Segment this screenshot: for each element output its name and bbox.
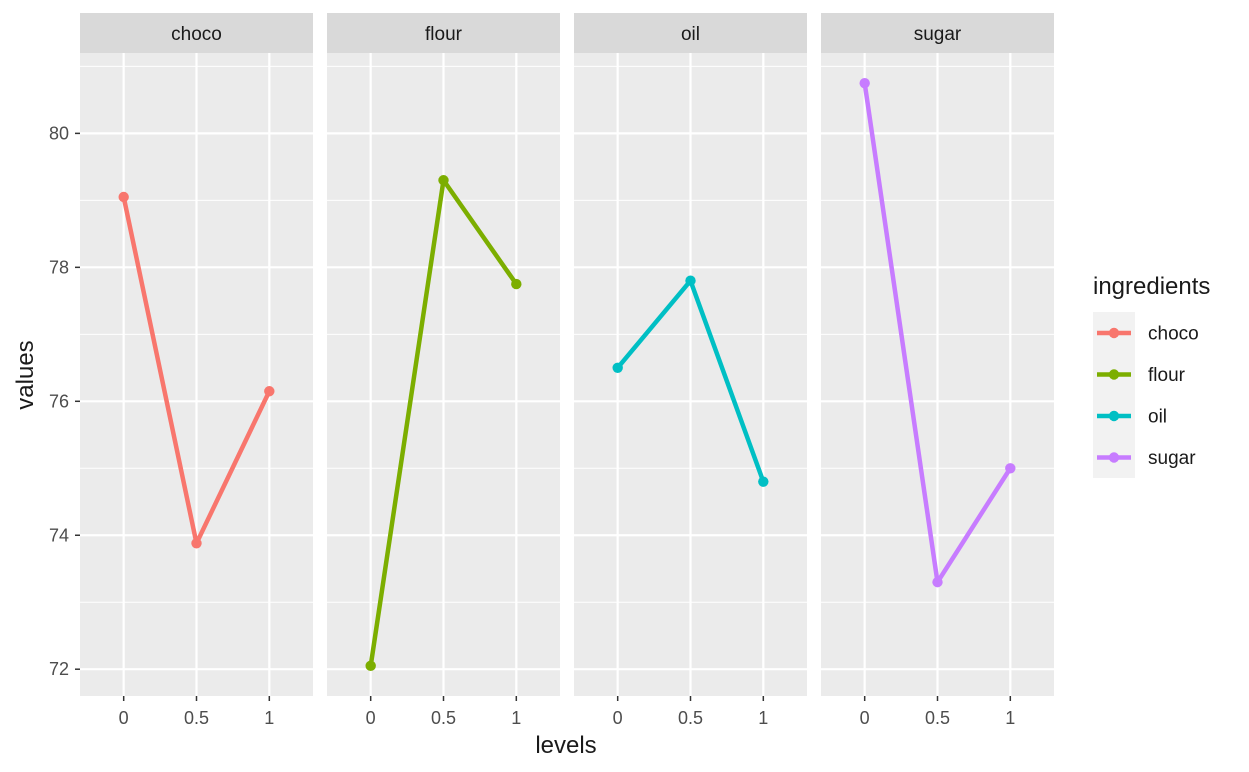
panel-oil: oil 0 0.5 1	[574, 13, 807, 728]
data-point	[264, 386, 275, 397]
data-point	[191, 538, 202, 549]
data-point	[438, 175, 449, 186]
legend-label: oil	[1148, 407, 1167, 428]
data-point	[859, 77, 870, 89]
data-point	[612, 362, 623, 374]
legend-label: flour	[1148, 365, 1186, 386]
legend-item-sugar: sugar	[1093, 436, 1196, 478]
legend-key-point	[1108, 369, 1120, 380]
x-tick-label: 1	[511, 708, 521, 728]
data-point	[118, 191, 129, 203]
panel-choco: choco 0 0.5 1	[80, 13, 313, 728]
facet-strip-label: flour	[425, 24, 463, 45]
legend-key-point	[1108, 452, 1120, 463]
legend-label: sugar	[1148, 448, 1196, 469]
x-tick-label: 0	[860, 708, 870, 728]
x-tick-label: 0	[366, 708, 376, 728]
x-tick-label: 0.5	[184, 708, 209, 728]
legend-title: ingredients	[1093, 273, 1210, 300]
x-tick-label: 1	[1005, 708, 1015, 728]
legend-item-choco: choco	[1093, 312, 1199, 354]
x-tick-label: 1	[758, 708, 768, 728]
y-axis-title: values	[12, 340, 39, 409]
x-tick-label: 0.5	[431, 708, 456, 728]
facet-strip-label: choco	[171, 24, 222, 45]
facet-strip	[80, 13, 313, 53]
data-point	[758, 476, 769, 487]
data-point	[932, 576, 943, 588]
x-tick-label: 0.5	[678, 708, 703, 728]
facet-strip-label: oil	[681, 24, 700, 45]
y-tick-label: 72	[49, 659, 69, 679]
facet-strip	[574, 13, 807, 53]
data-point	[1005, 463, 1016, 474]
y-tick-label: 76	[49, 391, 69, 411]
legend-key-point	[1108, 410, 1120, 422]
x-axis-title: levels	[535, 732, 596, 759]
legend-item-oil: oil	[1093, 395, 1167, 437]
x-tick-label: 0	[613, 708, 623, 728]
facet-strip	[327, 13, 560, 53]
legend-item-flour: flour	[1093, 353, 1186, 395]
x-tick-label: 0	[119, 708, 129, 728]
y-axis: 72 74 76 78 80	[49, 123, 80, 679]
facet-strip	[821, 13, 1054, 53]
panel-sugar: sugar 0 0.5 1	[821, 13, 1054, 728]
legend-key-point	[1108, 327, 1120, 339]
facet-panels: choco 0 0.5 1 flour 0 0.5 1 oil 0 0.5 1 sugar 0 0.5 1	[80, 13, 1054, 728]
y-tick-label: 74	[49, 525, 69, 545]
panel-flour: flour 0 0.5 1	[327, 13, 560, 728]
x-tick-label: 1	[264, 708, 274, 728]
y-tick-label: 80	[49, 123, 69, 143]
legend: ingredients choco flour oil sugar	[1093, 273, 1210, 478]
y-tick-label: 78	[49, 257, 69, 277]
x-tick-label: 0.5	[925, 708, 950, 728]
data-point	[511, 278, 522, 290]
data-point	[685, 275, 696, 286]
facet-strip-label: sugar	[914, 24, 962, 45]
data-point	[365, 660, 376, 672]
legend-label: choco	[1148, 324, 1199, 345]
